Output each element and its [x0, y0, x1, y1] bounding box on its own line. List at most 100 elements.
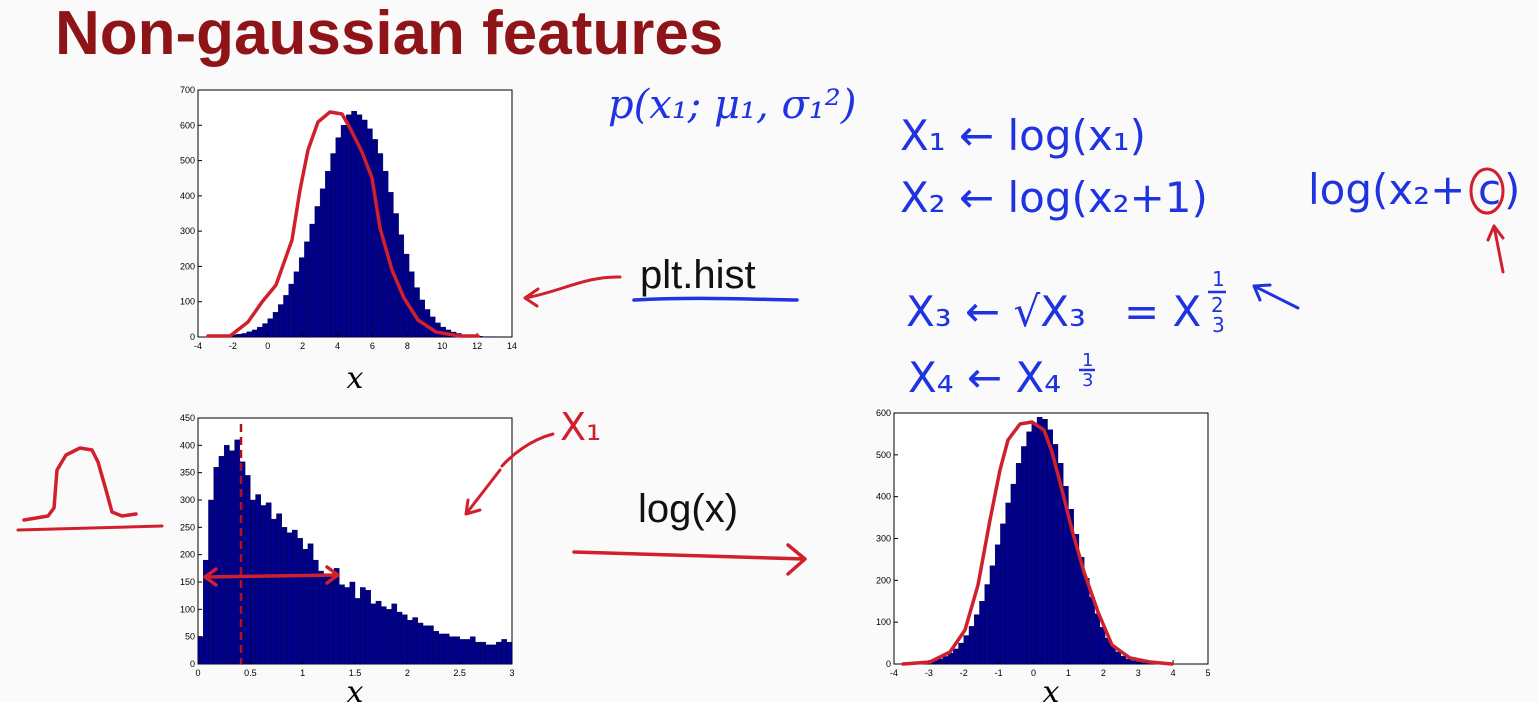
histogram-bar	[360, 587, 366, 665]
histogram-bar	[257, 326, 263, 338]
x-tick-label: -1	[995, 668, 1003, 678]
x-tick-label: 5	[1205, 668, 1210, 678]
histogram-bar	[994, 544, 1001, 665]
histogram-bar	[265, 502, 272, 665]
histogram-bar	[947, 652, 954, 665]
x-tick-label: 3	[1136, 668, 1141, 678]
histogram-bar	[372, 139, 378, 338]
x-tick-label: 2	[405, 668, 410, 678]
x-tick-label: 0	[1031, 668, 1036, 678]
histogram-bar	[330, 153, 337, 338]
histogram-bar	[1115, 651, 1121, 665]
x-tick-label: -4	[890, 668, 898, 678]
histogram-bar	[449, 636, 455, 665]
histogram-bar	[1036, 416, 1043, 665]
y-tick-label: 250	[180, 522, 195, 532]
histogram-bar	[438, 633, 445, 665]
transform-arrow	[572, 543, 807, 576]
gaussian-formula: p(x₁; μ₁, σ₁²)	[608, 82, 856, 128]
plt-hist-underline	[632, 296, 799, 302]
x-tick-label: 1	[300, 668, 305, 678]
histogram-bar	[260, 505, 267, 665]
histogram-bar	[412, 617, 419, 665]
x-tick-label: 2	[300, 341, 305, 351]
histogram-bar	[963, 635, 970, 665]
y-tick-label: 500	[180, 156, 195, 166]
x-tick-label: 1	[1066, 668, 1071, 678]
histogram-bar	[391, 603, 398, 665]
y-tick-label: 0	[190, 332, 195, 342]
x-tick-label: -2	[960, 668, 968, 678]
histogram-bar	[1099, 626, 1106, 665]
histogram-bar	[1015, 463, 1022, 665]
histogram-bar	[286, 532, 293, 665]
y-tick-label: 400	[180, 191, 195, 201]
transform-close-paren: )	[1504, 165, 1520, 214]
histogram-top-left: -4 -2 0 2 4 6 8 10 12 14 0 100 200 300 400 500 600 700 x	[180, 85, 517, 396]
exponent-one-third-den: 3	[1082, 370, 1093, 391]
arrow-to-c	[1486, 224, 1505, 274]
histogram-bar	[346, 114, 352, 338]
histogram-bar	[218, 456, 225, 665]
y-tick-label: 200	[180, 261, 195, 271]
histogram-bar	[422, 625, 429, 665]
histogram-bar	[480, 641, 487, 665]
histogram-bar	[375, 600, 382, 665]
histogram-bar	[255, 494, 261, 665]
histogram-bar	[469, 636, 476, 665]
y-tick-label: 600	[876, 408, 891, 418]
histogram-bar	[309, 223, 316, 338]
x-tick-label: 6	[370, 341, 375, 351]
histogram-bar	[370, 603, 377, 665]
y-tick-label: 50	[185, 632, 195, 642]
arrow-to-skewed	[464, 432, 555, 516]
histogram-bar	[485, 644, 492, 665]
histogram-bar	[250, 499, 256, 665]
histogram-bottom-left: 0 0.5 1 1.5 2 2.5 3 0 50 100 150 200 250 300 350 400 450…	[180, 413, 515, 702]
x-tick-label: 1.5	[349, 668, 362, 678]
histogram-bar	[958, 642, 964, 665]
x-tick-label: 2.5	[453, 668, 466, 678]
histogram-bar	[417, 622, 424, 665]
histogram-bar	[288, 283, 295, 338]
histogram-bar	[323, 576, 330, 665]
histogram-bar	[942, 656, 949, 665]
histogram-bar	[271, 518, 277, 665]
histogram-bar	[396, 611, 403, 665]
x-tick-label: 0	[195, 668, 200, 678]
histogram-bar	[380, 606, 387, 665]
circle-around-c	[1469, 167, 1505, 215]
y-tick-label: 200	[876, 575, 891, 585]
histogram-bar	[1026, 431, 1033, 665]
x-axis-label: x	[347, 675, 364, 702]
histogram-bar	[953, 648, 959, 665]
histogram-bar	[1089, 596, 1095, 665]
x-axis-label: x	[1043, 675, 1060, 702]
histogram-bar	[351, 110, 357, 338]
histogram-bar	[1047, 429, 1053, 665]
histogram-bar	[475, 641, 481, 665]
arrow-to-exponent	[1252, 283, 1300, 310]
histogram-bar	[443, 633, 450, 665]
histogram-bar	[319, 188, 326, 338]
histogram-bar	[464, 639, 471, 665]
x-axis-label: x	[347, 361, 364, 396]
histogram-bar	[1005, 502, 1012, 665]
histogram-bar	[1131, 660, 1137, 665]
y-tick-label: 700	[180, 85, 195, 95]
transform-line-3: X₃ ← √X₃	[906, 287, 1086, 336]
histogram-bar	[302, 549, 309, 665]
histogram-bar	[984, 584, 991, 665]
annotation-x1: X₁	[560, 405, 601, 449]
histogram-bar	[333, 568, 340, 665]
histogram-bar	[251, 329, 258, 338]
exponent-one-half: 1	[1212, 267, 1225, 291]
histogram-bar	[1031, 423, 1038, 665]
transform-c: c	[1478, 165, 1501, 214]
histogram-bar	[1010, 483, 1017, 665]
x-tick-label: 12	[472, 341, 482, 351]
histogram-bar	[354, 598, 361, 665]
histogram-bar	[262, 323, 268, 338]
histogram-bar	[339, 584, 345, 665]
histogram-bar	[386, 609, 392, 665]
